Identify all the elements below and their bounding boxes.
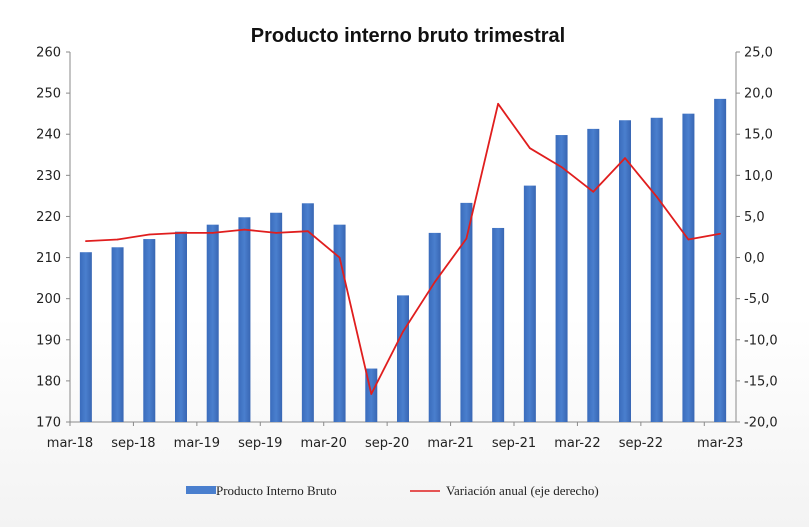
line-point [687, 238, 690, 241]
line-point [719, 232, 721, 235]
right-tick-label: 15,0 [744, 128, 773, 143]
bar [143, 239, 156, 422]
x-tick-label: mar-21 [427, 436, 473, 451]
right-tick-label: 10,0 [744, 169, 773, 184]
right-tick-label: -5,0 [744, 292, 769, 307]
line-point [85, 240, 87, 242]
x-axis: mar-18 sep-18 mar-19 sep-19 mar-20 sep-20 mar-… [47, 421, 743, 451]
right-tick-label: 25,0 [744, 46, 773, 61]
bar [555, 135, 568, 423]
bar [619, 120, 631, 422]
legend-swatch-bar [186, 486, 216, 494]
right-tick-label: -20,0 [744, 416, 778, 431]
legend-label-line: Variación anual (eje derecho) [446, 483, 599, 498]
legend-label-bar: Producto Interno Bruto [216, 483, 337, 498]
x-tick-label: mar-19 [174, 436, 220, 451]
line-point [148, 233, 151, 236]
bar [301, 203, 314, 422]
line-point [338, 256, 341, 259]
right-tick-label: -15,0 [744, 374, 778, 389]
x-tick-label: mar-22 [554, 436, 600, 451]
x-tick-label: sep-18 [111, 436, 155, 451]
x-tick-label: sep-21 [492, 436, 536, 451]
bar [460, 202, 473, 422]
line-point [624, 157, 626, 159]
left-tick-label: 170 [36, 416, 61, 431]
bar [587, 128, 600, 422]
line-point [116, 238, 119, 241]
left-tick-label: 260 [36, 46, 61, 61]
bar [175, 231, 187, 422]
left-axis: 260 250 240 230 220 210 200 190 180 170 [36, 46, 71, 431]
bar [523, 185, 536, 422]
bar [650, 117, 663, 423]
bar [206, 224, 219, 422]
bar [270, 212, 283, 422]
line-point [402, 330, 404, 333]
bar [428, 232, 441, 422]
x-tick-label: mar-20 [301, 436, 347, 451]
line-point [529, 147, 531, 149]
line-point [180, 232, 182, 234]
legend: Producto Interno Bruto Variación anual (… [186, 483, 599, 498]
line-point [497, 103, 499, 105]
bar [111, 247, 124, 422]
line-point [211, 232, 214, 234]
bar [492, 227, 505, 422]
bar [238, 217, 251, 422]
left-tick-label: 180 [36, 374, 61, 389]
chart-title: Producto interno bruto trimestral [251, 25, 565, 47]
left-tick-label: 240 [36, 128, 61, 143]
line-point [560, 166, 563, 168]
line-point [433, 281, 436, 284]
right-tick-label: 20,0 [744, 87, 773, 102]
bar [79, 252, 92, 422]
line-series [85, 102, 721, 395]
x-tick-label: sep-20 [365, 436, 409, 451]
line-point [655, 195, 658, 198]
right-tick-label: 0,0 [744, 251, 765, 266]
line-point [592, 190, 595, 193]
line-point [465, 237, 468, 240]
x-tick-label: sep-19 [238, 436, 282, 451]
right-tick-label: 5,0 [744, 210, 765, 225]
line-point [275, 232, 277, 234]
left-tick-label: 210 [36, 251, 61, 266]
line-point [243, 228, 246, 231]
right-axis: 25,0 20,0 15,0 10,0 5,0 0,0 -5,0 -10,0 -15,0 -20,… [735, 46, 778, 431]
line-point [370, 393, 373, 395]
x-tick-label: sep-22 [619, 436, 663, 451]
line-point [307, 230, 309, 233]
left-tick-label: 200 [36, 292, 61, 307]
x-tick-label: mar-18 [47, 436, 93, 451]
left-tick-label: 220 [36, 210, 61, 225]
left-tick-label: 230 [36, 169, 61, 184]
right-tick-label: -10,0 [744, 333, 778, 348]
left-tick-label: 190 [36, 333, 61, 348]
bar [397, 295, 409, 422]
x-tick-label: mar-23 [697, 436, 743, 451]
bar-series [79, 98, 727, 423]
left-tick-label: 250 [36, 87, 61, 102]
bar [714, 98, 727, 422]
bar [682, 113, 695, 423]
